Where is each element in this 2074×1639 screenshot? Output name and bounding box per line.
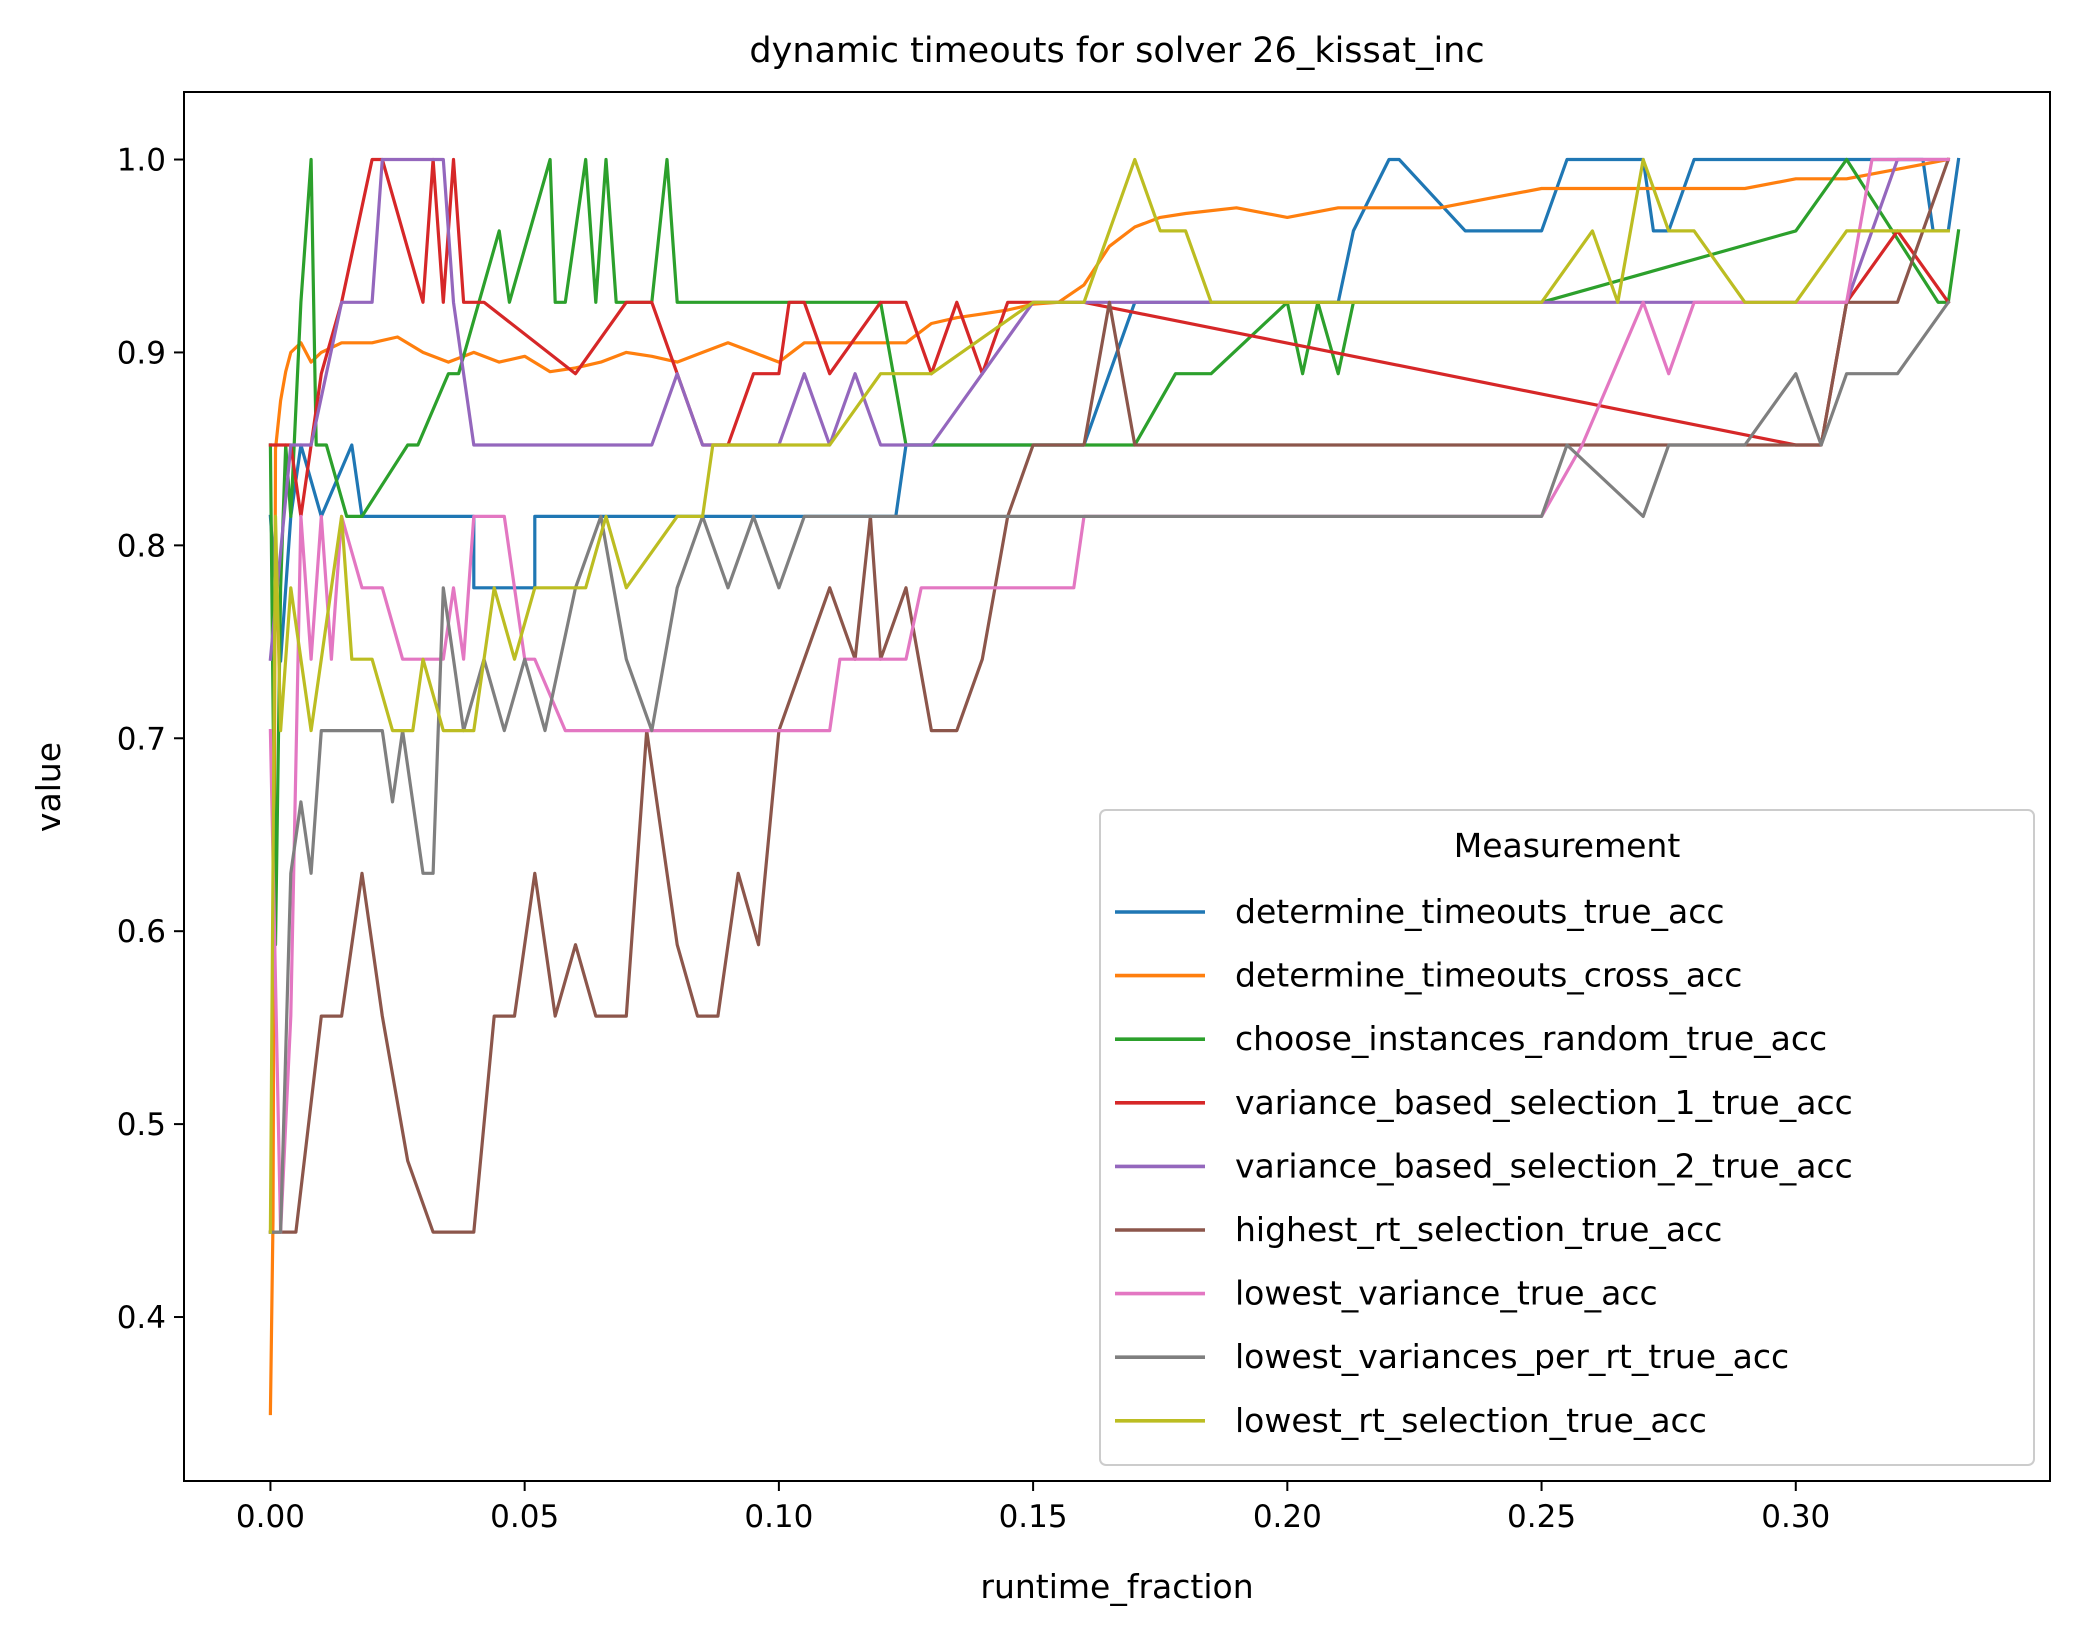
x-tick-label: 0.30 [1761,1499,1830,1535]
plot-frame [183,91,2051,1482]
x-tick-label: 0.25 [1507,1499,1576,1535]
x-tick-label: 0.15 [999,1499,1068,1535]
x-axis-label: runtime_fraction [980,1567,1253,1606]
legend-label: lowest_variance_true_acc [1235,1274,1658,1313]
x-axis-ticks: 0.00 0.05 0.10 0.15 0.20 0.25 0.30 [236,1481,1830,1535]
legend-title: Measurement [1454,826,1681,865]
legend-label: highest_rt_selection_true_acc [1235,1210,1722,1249]
plot-lines [268,157,1961,1416]
x-tick-label: 0.00 [236,1499,305,1535]
legend-label: determine_timeouts_true_acc [1235,892,1725,931]
y-tick-label: 0.9 [117,335,166,371]
chart-title: dynamic timeouts for solver 26_kissat_in… [749,31,1484,71]
legend-box [1099,809,2035,1466]
series-line-6 [268,157,1951,1234]
y-tick-label: 0.6 [117,914,166,950]
y-tick-label: 0.8 [117,528,166,564]
y-axis-ticks: 0.4 0.5 0.6 0.7 0.8 0.9 1.0 [117,143,184,1336]
legend-label: choose_instances_random_true_acc [1235,1019,1827,1058]
legend-label: lowest_rt_selection_true_acc [1235,1401,1707,1440]
y-tick-label: 0.7 [117,721,166,757]
legend-items: determine_timeouts_true_acc determine_tim… [1115,892,1853,1440]
series-line-2 [268,157,1951,1416]
legend-label: variance_based_selection_2_true_acc [1235,1146,1853,1185]
legend-label: determine_timeouts_cross_acc [1235,956,1742,995]
x-tick-label: 0.10 [744,1499,813,1535]
y-tick-label: 0.5 [117,1107,166,1143]
series-line-7 [268,157,1950,1234]
y-axis-label: value [29,742,68,832]
y-tick-label: 0.4 [117,1300,166,1336]
series-line-3 [268,157,1961,947]
legend-label: lowest_variances_per_rt_true_acc [1235,1337,1789,1376]
legend: Measurement determine_timeouts_true_accd… [1099,809,2035,1466]
x-tick-label: 0.20 [1253,1499,1322,1535]
series-line-9 [268,157,1950,1234]
x-tick-label: 0.05 [490,1499,559,1535]
y-tick-label: 1.0 [117,143,166,179]
legend-label: variance_based_selection_1_true_acc [1235,1083,1853,1122]
